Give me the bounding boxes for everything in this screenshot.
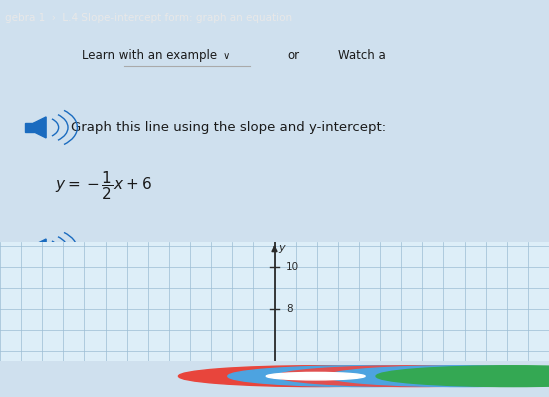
Circle shape [327,366,549,387]
Polygon shape [25,123,33,132]
Circle shape [376,366,549,387]
Circle shape [178,366,453,387]
Text: Graph this line using the slope and y-intercept:: Graph this line using the slope and y-in… [71,121,386,134]
Text: Learn with an example: Learn with an example [82,49,217,62]
Text: y: y [278,243,285,253]
Text: 10: 10 [286,262,299,272]
Circle shape [277,366,549,387]
Text: Click to select points on the graph.: Click to select points on the graph. [71,243,305,256]
Text: Watch a: Watch a [338,49,385,62]
Polygon shape [33,117,46,138]
Polygon shape [25,245,33,254]
Polygon shape [33,239,46,260]
Text: ∨: ∨ [220,51,230,61]
Circle shape [228,366,502,387]
Text: or: or [288,49,300,62]
Text: $y = -\dfrac{1}{2}x + 6$: $y = -\dfrac{1}{2}x + 6$ [55,170,152,202]
Text: 8: 8 [286,304,293,314]
Text: gebra 1  ›  L.4 Slope-intercept form: graph an equation: gebra 1 › L.4 Slope-intercept form: grap… [5,13,293,23]
Circle shape [266,372,365,380]
